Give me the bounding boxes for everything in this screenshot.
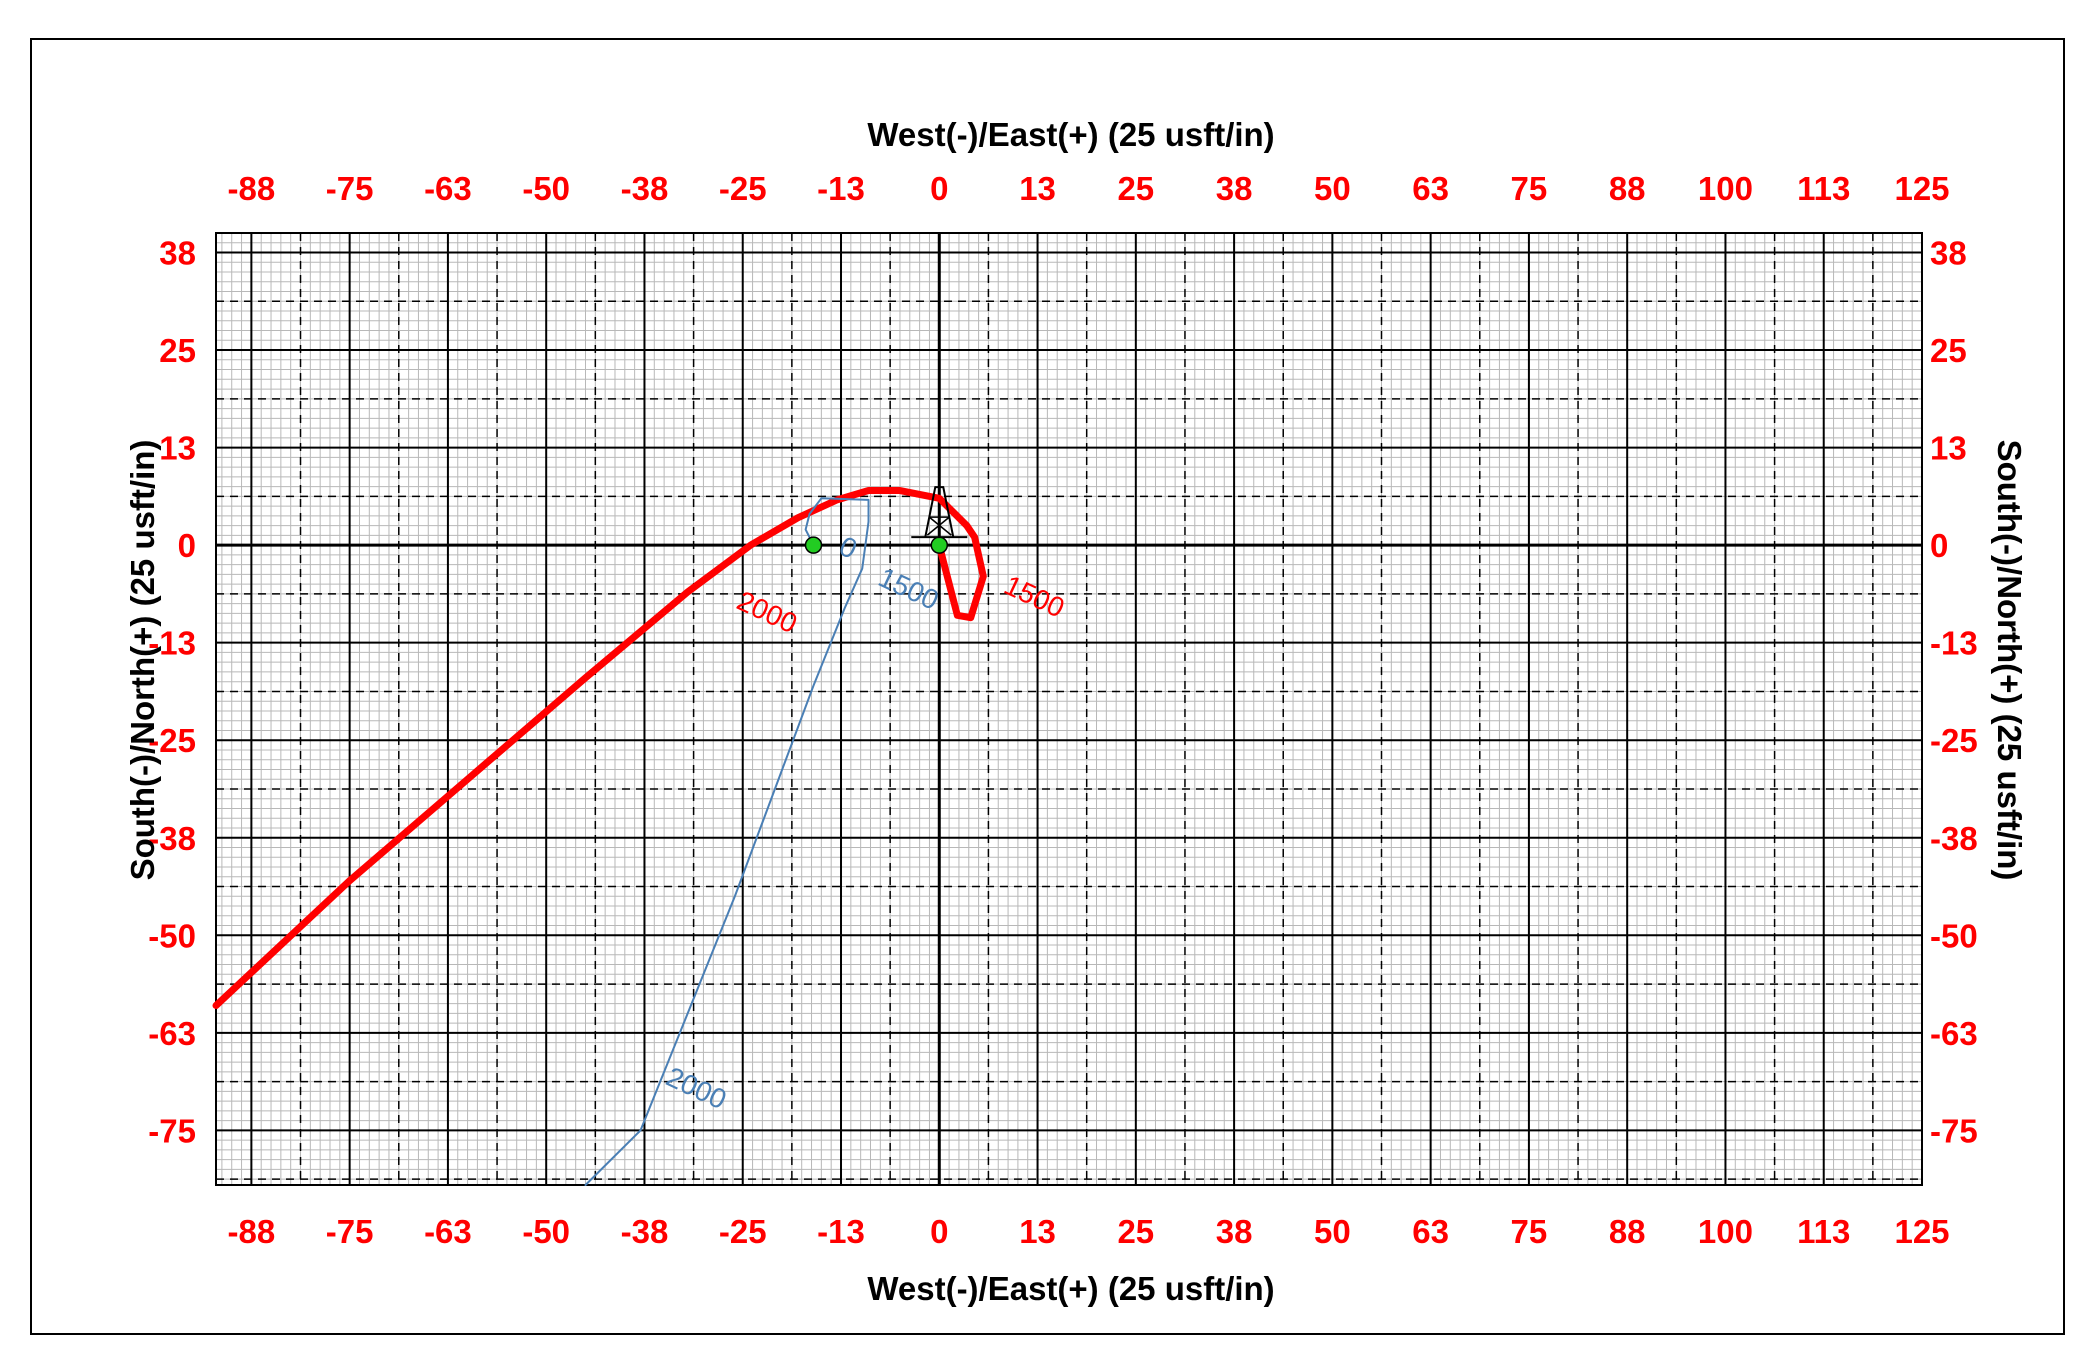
x-tick-label-bottom: -13: [817, 1213, 865, 1250]
x-tick-label-top: 113: [1797, 170, 1850, 207]
rig-derrick: [924, 486, 955, 538]
x-tick-label-top: -63: [424, 170, 472, 207]
y-tick-label-left: -13: [148, 625, 196, 662]
tick-labels: -88 -88 -75 -75 -63 -63 -50 -50 -38 -38 -25 -25 -13 -…: [148, 170, 1977, 1250]
plot-border: [215, 232, 1923, 1186]
x-axis-title-top: West(-)/East(+) (25 usft/in): [867, 116, 1274, 153]
y-tick-label-left: -38: [148, 820, 196, 857]
y-tick-label-right: -50: [1930, 917, 1978, 954]
y-tick-label-left: 13: [159, 430, 196, 467]
chart-frame: [30, 38, 2065, 1335]
x-tick-label-top: 0: [930, 170, 948, 207]
x-tick-label-top: -38: [621, 170, 669, 207]
x-tick-label-bottom: 13: [1019, 1213, 1056, 1250]
x-tick-label-bottom: -63: [424, 1213, 472, 1250]
x-tick-label-top: 38: [1216, 170, 1253, 207]
x-tick-label-bottom: -50: [522, 1213, 570, 1250]
y-tick-label-right: -63: [1930, 1015, 1978, 1052]
rig-brace: [928, 516, 952, 536]
y-tick-label-left: 38: [159, 235, 196, 272]
well-marker: [804, 536, 823, 554]
series-label: 1500: [874, 561, 944, 615]
x-axis-title-bottom: West(-)/East(+) (25 usft/in): [867, 1270, 1274, 1307]
y-axis-title-right: South(-)/North(+) (25 usft/in): [1991, 440, 2028, 881]
x-tick-label-bottom: -75: [326, 1213, 374, 1250]
well-marker: [930, 536, 949, 554]
y-tick-label-right: -25: [1930, 722, 1978, 759]
grid-lines: [216, 232, 1923, 1185]
x-tick-label-top: 88: [1609, 170, 1646, 207]
x-tick-label-top: -50: [522, 170, 570, 207]
x-tick-label-top: 125: [1894, 170, 1949, 207]
y-tick-label-left: 0: [178, 527, 196, 564]
x-tick-label-top: -13: [817, 170, 865, 207]
series-line-1: [212, 487, 987, 1010]
x-tick-label-top: 63: [1412, 170, 1449, 207]
x-tick-label-bottom: 75: [1511, 1213, 1548, 1250]
y-tick-label-left: 25: [159, 332, 196, 369]
y-tick-label-right: -38: [1930, 820, 1978, 857]
rig-icon: [911, 486, 968, 539]
y-tick-label-right: 13: [1930, 430, 1967, 467]
series-label: 1500: [1000, 569, 1070, 623]
x-tick-label-bottom: -38: [621, 1213, 669, 1250]
x-tick-label-top: 100: [1698, 170, 1753, 207]
x-tick-label-top: 25: [1117, 170, 1154, 207]
x-tick-label-top: -88: [228, 170, 276, 207]
x-tick-label-bottom: 113: [1797, 1213, 1850, 1250]
series-line-2: [584, 497, 870, 1186]
series-label: 2000: [662, 1061, 732, 1115]
y-axis-title-left: South(-)/North(+) (25 usft/in): [124, 440, 161, 881]
x-tick-label-top: -25: [719, 170, 767, 207]
x-tick-label-top: 13: [1019, 170, 1056, 207]
x-tick-label-bottom: 38: [1216, 1213, 1253, 1250]
x-tick-label-bottom: 125: [1894, 1213, 1949, 1250]
x-tick-label-bottom: 0: [930, 1213, 948, 1250]
x-tick-label-top: 50: [1314, 170, 1351, 207]
x-tick-label-bottom: -88: [228, 1213, 276, 1250]
x-tick-label-bottom: -25: [719, 1213, 767, 1250]
y-tick-label-left: -50: [148, 917, 196, 954]
y-tick-label-right: -75: [1930, 1112, 1978, 1149]
x-tick-label-bottom: 88: [1609, 1213, 1646, 1250]
x-tick-label-bottom: 25: [1117, 1213, 1154, 1250]
x-tick-label-top: 75: [1511, 170, 1548, 207]
y-tick-label-right: 38: [1930, 235, 1967, 272]
y-tick-label-left: -63: [148, 1015, 196, 1052]
y-tick-label-right: -13: [1930, 625, 1978, 662]
y-tick-label-right: 25: [1930, 332, 1967, 369]
x-tick-label-bottom: 100: [1698, 1213, 1753, 1250]
x-tick-label-top: -75: [326, 170, 374, 207]
y-tick-label-left: -75: [148, 1112, 196, 1149]
x-tick-label-bottom: 63: [1412, 1213, 1449, 1250]
y-tick-label-left: -25: [148, 722, 196, 759]
y-tick-label-right: 0: [1930, 527, 1948, 564]
rig-brace: [926, 516, 950, 536]
x-tick-label-bottom: 50: [1314, 1213, 1351, 1250]
